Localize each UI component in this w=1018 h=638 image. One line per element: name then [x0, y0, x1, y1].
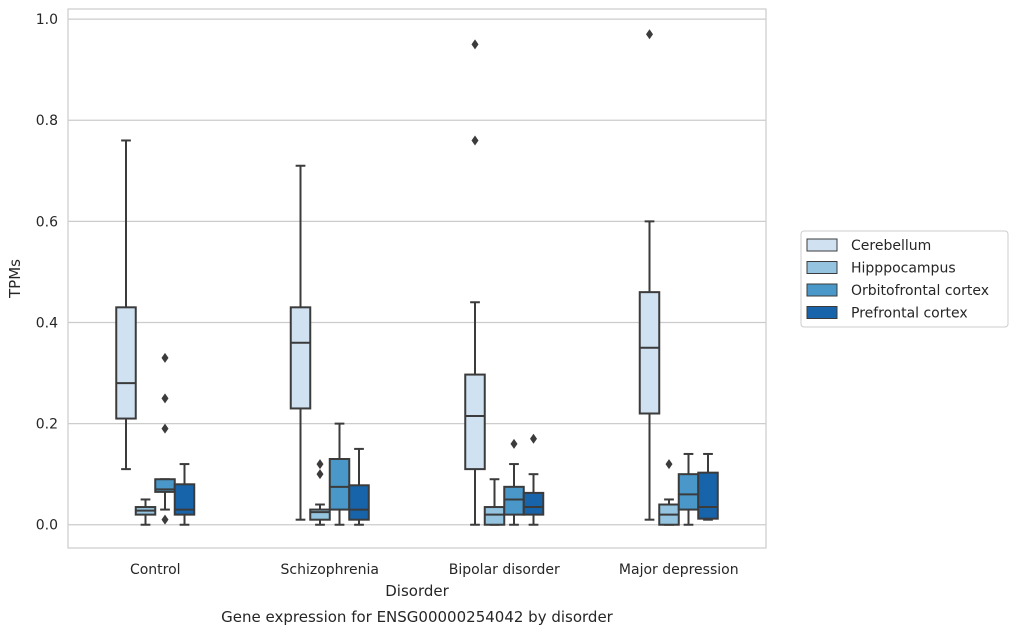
box-body [309, 508, 331, 521]
outlier-point [646, 29, 653, 40]
box-cerebellum [289, 164, 312, 521]
legend: Cerebellum Hipppocampus Orbitofrontal cort… [800, 230, 1009, 328]
box-body [677, 473, 700, 511]
outlier-point [161, 393, 169, 404]
x-tick-label: Major depression [619, 562, 739, 578]
outlier-point [161, 352, 169, 363]
outlier-point [161, 514, 169, 525]
outlier-point [471, 135, 479, 146]
box-cerebellum [638, 29, 661, 521]
box-prefrontal-cortex [348, 447, 370, 526]
legend-swatch [806, 261, 838, 274]
x-tick-label: Schizophrenia [281, 562, 379, 578]
y-tick-labels: 0.0 0.2 0.4 0.6 0.8 1.0 [36, 12, 58, 534]
box-hipppocampus [658, 459, 680, 526]
box-body [522, 491, 545, 516]
box-body [638, 291, 661, 415]
box-hipppocampus [483, 478, 506, 526]
box-orbitofrontal-cortex [677, 452, 700, 526]
legend-label: Prefrontal cortex [851, 306, 968, 322]
plot-area-frame [67, 8, 767, 549]
box-hipppocampus [309, 459, 331, 526]
y-tick-label: 0.0 [36, 518, 58, 534]
box-cerebellum [464, 39, 486, 526]
x-tick-label: Bipolar disorder [449, 562, 560, 578]
box-body [328, 458, 351, 511]
box-body [115, 306, 137, 420]
y-tick-label: 0.8 [36, 113, 58, 129]
outlier-point [471, 39, 479, 50]
legend-frame [800, 230, 1009, 328]
outlier-point [510, 438, 518, 449]
legend-label: Orbitofrontal cortex [851, 283, 989, 299]
legend-swatch [806, 238, 838, 252]
legend-swatch [806, 306, 838, 319]
box-orbitofrontal-cortex [503, 438, 525, 526]
box-orbitofrontal-cortex [328, 422, 351, 526]
box-body [289, 306, 312, 410]
y-tick-label: 0.2 [36, 417, 58, 433]
box-prefrontal-cortex [697, 452, 719, 521]
outlier-point [316, 469, 324, 480]
box-body [503, 485, 525, 516]
x-tick-labels: Control Schizophrenia Bipolar disorder Majo… [130, 562, 739, 578]
box-hipppocampus [134, 498, 157, 526]
box-body [464, 373, 486, 471]
box-prefrontal-cortex [522, 433, 545, 526]
box-prefrontal-cortex [173, 463, 196, 526]
outlier-point [530, 433, 537, 444]
x-tick-label: Control [130, 562, 181, 578]
y-axis-label: TPMs [6, 259, 24, 299]
legend-label: Cerebellum [851, 238, 931, 254]
outlier-point [161, 423, 169, 434]
y-tick-label: 0.6 [36, 214, 58, 230]
box-body [483, 506, 506, 526]
chart-caption: Gene expression for ENSG00000254042 by d… [221, 608, 614, 626]
box-orbitofrontal-cortex [154, 352, 176, 525]
box-series-group [115, 29, 719, 526]
y-tick-label: 0.4 [36, 315, 58, 331]
x-axis-label: Disorder [385, 582, 449, 600]
box-cerebellum [115, 139, 137, 471]
box-body [173, 483, 196, 516]
y-tick-label: 1.0 [36, 12, 58, 28]
outlier-point [665, 459, 673, 470]
box-body [348, 484, 370, 521]
box-body [697, 471, 719, 520]
grid-lines [68, 18, 766, 526]
legend-swatch [806, 283, 838, 297]
legend-label: Hipppocampus [851, 261, 956, 277]
outlier-point [316, 459, 324, 470]
